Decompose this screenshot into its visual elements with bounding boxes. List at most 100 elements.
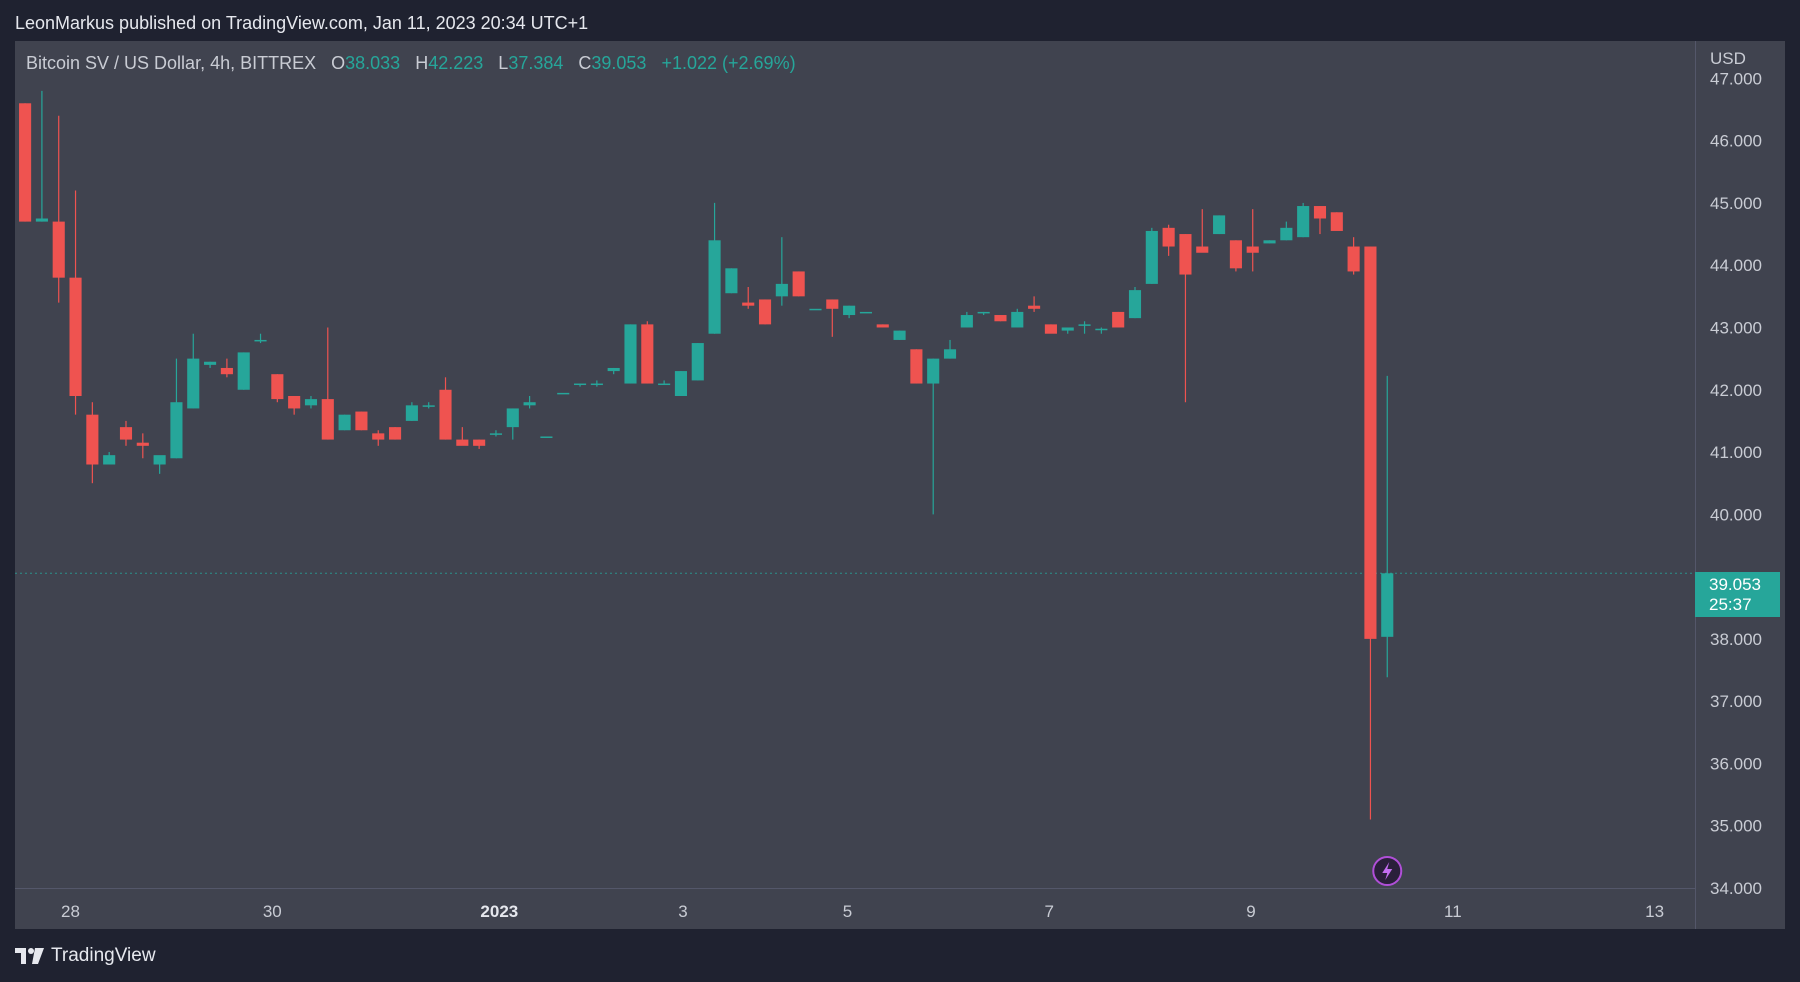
high-label: H [415,53,429,73]
candle [1112,311,1125,328]
candle-body [1162,227,1175,247]
candle-body [271,374,284,400]
candle-body [624,324,637,384]
time-axis[interactable]: 28 30 2023 3 5 7 9 11 13 [15,888,1695,930]
candle-body [456,439,469,446]
time-tick-label: 2023 [480,902,518,921]
candle-body [1263,240,1276,244]
candle-body [220,367,233,375]
time-tick-label: 7 [1044,902,1053,921]
low-label: L [498,53,509,73]
candle [1095,327,1108,334]
candle [506,408,519,440]
candle [473,439,486,449]
open-label: O [331,53,346,73]
change-value: +1.022 (+2.69%) [661,53,796,73]
candle-body [1044,324,1057,334]
candle [910,349,923,384]
candle-body [405,405,418,421]
candle-body [708,240,721,334]
candle [859,311,872,314]
candle-body [52,221,65,278]
candle [1330,212,1343,231]
candle-body [826,299,839,309]
candle-body [1028,305,1041,309]
last-price-tag: 39.053 25:37 [1695,572,1780,617]
candle-body [977,311,990,314]
candle-body [422,405,435,407]
candle [355,411,368,431]
price-tick-label: 44.000 [1710,256,1762,275]
candle-body [389,427,402,440]
bar-countdown: 25:37 [1709,595,1752,614]
candle-body [69,277,82,396]
candle [119,420,133,446]
candle [103,452,116,465]
candle-body [338,414,351,431]
candle-body [523,402,536,406]
candle-body [321,399,334,440]
candle [977,311,990,316]
candle-body [758,299,772,325]
candle [170,358,183,459]
candle-body [573,383,587,386]
candle [725,268,738,294]
candle [1246,209,1259,272]
close-label: C [578,53,592,73]
candle-body [103,455,116,465]
time-tick-label: 3 [678,902,687,921]
candle [607,367,620,375]
candle [641,321,654,384]
candle-body [607,367,620,372]
price-tick-label: 36.000 [1710,754,1762,773]
candle-body [1330,212,1343,231]
price-axis-labels: 47.000 46.000 45.000 44.000 43.000 42.000 41.0… [1710,69,1762,898]
candle [1196,209,1209,253]
candle-body [1229,240,1242,269]
candle [843,305,856,319]
plot-area[interactable]: Bitcoin SV / US Dollar, 4h, BITTREX O38.… [15,41,1695,888]
candlestick-chart[interactable] [15,41,1695,888]
time-axis-labels: 28 30 2023 3 5 7 9 11 13 [61,902,1664,921]
candle-body [775,283,788,297]
candle [439,377,452,440]
candle [1061,327,1074,334]
candle-body [742,302,755,306]
candle-body [304,399,318,406]
tradingview-brand[interactable]: TradingView [15,943,156,969]
candle-body [1095,328,1108,331]
symbol-title: Bitcoin SV / US Dollar, 4h, BITTREX [26,53,317,73]
candle [674,371,687,396]
price-tick-label: 42.000 [1710,381,1762,400]
candle-body [1061,327,1074,331]
candle [876,324,889,328]
candle [321,327,334,440]
candle [1028,296,1041,312]
time-tick-label: 30 [263,902,282,921]
candle [893,330,906,340]
candle-body [119,427,133,440]
candle-body [1297,206,1310,238]
candle [153,455,166,474]
time-tick-label: 28 [61,902,80,921]
candle-body [1280,227,1293,241]
candle [489,430,503,437]
candle [1162,224,1175,256]
candle [1297,202,1310,238]
candle [758,299,772,325]
candle-body [943,349,957,359]
candle [1044,324,1057,334]
candle [590,380,603,387]
price-tick-label: 47.000 [1710,69,1762,88]
candle-body [153,455,166,465]
candle-body [1112,311,1125,328]
price-axis[interactable]: 47.000 46.000 45.000 44.000 43.000 42.000 41.0… [1695,41,1786,929]
candle [775,237,788,306]
candle-body [809,308,822,311]
candle [338,414,351,431]
candle-body [859,311,872,314]
candle [271,374,284,403]
candle [1229,240,1242,272]
chart-frame: Bitcoin SV / US Dollar, 4h, BITTREX O38.… [15,41,1785,929]
brand-name: TradingView [51,945,156,966]
